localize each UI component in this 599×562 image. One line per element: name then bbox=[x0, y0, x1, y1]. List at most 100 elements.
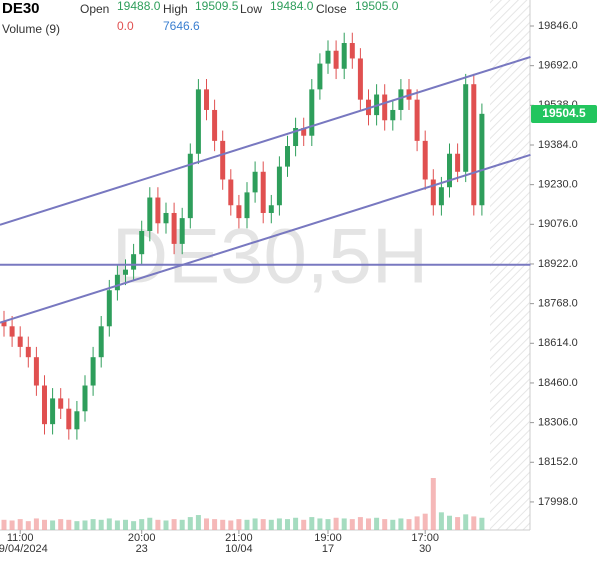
open-value: 19488.0 bbox=[117, 0, 161, 13]
y-tick-label: 19846.0 bbox=[538, 20, 578, 32]
candle-body bbox=[252, 171, 258, 193]
volume-bar bbox=[285, 519, 290, 530]
candle-body bbox=[195, 89, 201, 154]
volume-bar bbox=[455, 517, 461, 530]
x-tick-label: 10/04 bbox=[225, 543, 253, 555]
volume-bar bbox=[58, 519, 64, 530]
candle-body bbox=[293, 127, 299, 147]
volume-bar bbox=[357, 517, 363, 530]
candle-body bbox=[325, 50, 331, 64]
close-label: Close bbox=[316, 2, 347, 16]
candle-body bbox=[17, 336, 23, 347]
candle-body bbox=[123, 269, 128, 275]
x-tick-label: 17:00 bbox=[411, 532, 439, 544]
volume-bar bbox=[171, 519, 177, 530]
candle-body bbox=[58, 398, 64, 409]
y-tick-label: 17998.0 bbox=[538, 496, 578, 508]
volume-bar bbox=[131, 521, 137, 530]
candle-body bbox=[187, 153, 193, 219]
candle-body bbox=[357, 58, 363, 100]
volume-bar bbox=[447, 515, 452, 530]
x-tick-label: 19:00 bbox=[314, 532, 342, 544]
volume-bar bbox=[42, 519, 47, 530]
volume-bar bbox=[98, 519, 104, 530]
y-tick-label: 18306.0 bbox=[538, 417, 578, 429]
volume-bar bbox=[1, 519, 7, 530]
volume-bar bbox=[204, 518, 209, 530]
candle-body bbox=[9, 326, 15, 337]
volume-bar bbox=[406, 519, 412, 530]
x-tick-label: 20:00 bbox=[128, 532, 156, 544]
candle-body bbox=[1, 321, 7, 327]
low-label: Low bbox=[240, 2, 262, 16]
volume-bar bbox=[244, 519, 250, 530]
y-tick-label: 18768.0 bbox=[538, 298, 578, 310]
candle-body bbox=[220, 140, 226, 180]
volume-bar bbox=[106, 518, 112, 530]
volume-bar bbox=[252, 518, 258, 530]
volume-bar bbox=[179, 519, 185, 530]
y-tick-label: 18460.0 bbox=[538, 377, 578, 389]
volume-bar bbox=[463, 514, 469, 530]
x-tick-label: 23 bbox=[136, 543, 148, 555]
volume-bar bbox=[123, 519, 128, 530]
candle-body bbox=[471, 84, 477, 206]
candle-body bbox=[236, 205, 242, 219]
volume-bar bbox=[114, 520, 120, 530]
volume-bar bbox=[341, 518, 347, 530]
volume-bar bbox=[366, 518, 371, 530]
low-value: 19484.0 bbox=[270, 0, 314, 13]
candle-body bbox=[447, 153, 452, 188]
candle-body bbox=[228, 179, 234, 206]
candle-body bbox=[268, 205, 274, 213]
y-tick-label: 19692.0 bbox=[538, 60, 578, 72]
volume-bar bbox=[220, 519, 226, 530]
candle-body bbox=[139, 231, 145, 255]
y-tick-label: 18614.0 bbox=[538, 337, 578, 349]
volume-bar bbox=[309, 517, 315, 530]
volume-bar bbox=[155, 519, 161, 530]
x-tick-label: 30 bbox=[419, 543, 431, 555]
volume-bar bbox=[293, 517, 299, 530]
volume-bar bbox=[163, 520, 169, 530]
candle-body bbox=[455, 153, 461, 172]
candle-body bbox=[341, 43, 347, 69]
open-label: Open bbox=[80, 2, 109, 16]
volume-bar bbox=[187, 517, 193, 530]
candle-body bbox=[463, 84, 469, 172]
y-tick-label: 19076.0 bbox=[538, 218, 578, 230]
watermark: DE30,5H bbox=[112, 212, 429, 300]
volume-bar bbox=[333, 517, 339, 530]
symbol: DE30 bbox=[2, 0, 40, 17]
volume-bar bbox=[479, 517, 485, 530]
volume-bar bbox=[33, 518, 39, 530]
volume-bar bbox=[268, 519, 274, 530]
last-price-label: 19504.5 bbox=[542, 106, 586, 120]
candle-body bbox=[114, 274, 120, 291]
candle-body bbox=[163, 212, 169, 224]
close-value: 19505.0 bbox=[355, 0, 399, 13]
volume-bar bbox=[66, 519, 72, 530]
candle-body bbox=[25, 346, 31, 358]
candle-body bbox=[155, 197, 161, 224]
y-tick-label: 18152.0 bbox=[538, 456, 578, 468]
volume-bar bbox=[422, 513, 428, 530]
volume-bar bbox=[25, 521, 31, 530]
candle-body bbox=[349, 43, 355, 59]
candle-body bbox=[260, 171, 266, 213]
volume-bar bbox=[276, 518, 282, 530]
candle-body bbox=[90, 357, 96, 386]
candle-body bbox=[179, 218, 185, 244]
volume-bar bbox=[228, 520, 234, 530]
volume-value: 7646.6 bbox=[163, 19, 200, 33]
candle-body bbox=[171, 212, 177, 244]
volume-bar bbox=[374, 517, 380, 530]
volume-bar bbox=[139, 519, 145, 530]
volume-bar bbox=[325, 519, 331, 530]
candle-body bbox=[479, 113, 485, 206]
candle-body bbox=[309, 89, 315, 136]
candle-body bbox=[33, 357, 39, 386]
x-tick-label: 11:00 bbox=[7, 532, 34, 544]
candle-body bbox=[42, 385, 47, 425]
